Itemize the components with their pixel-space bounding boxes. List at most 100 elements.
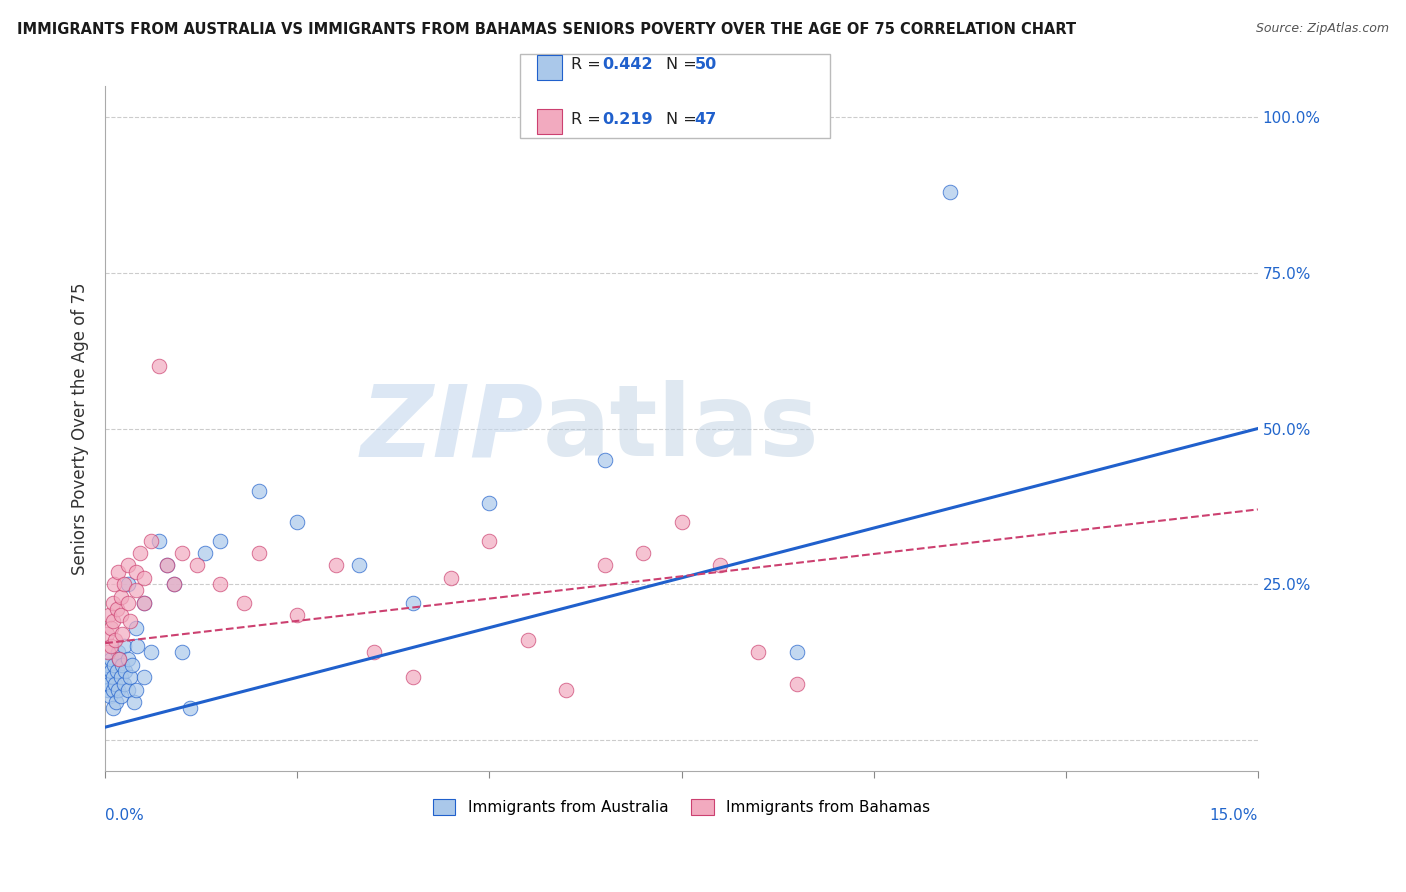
Text: R =: R =: [571, 57, 606, 72]
Point: [97, 657, 120, 672]
Point: [107, 682, 129, 697]
Point: [671, 515, 693, 529]
Point: [516, 633, 538, 648]
Point: [117, 596, 139, 610]
Text: 15.0%: 15.0%: [1209, 808, 1258, 823]
Y-axis label: Seniors Poverty Over the Age of 75: Seniors Poverty Over the Age of 75: [72, 282, 89, 574]
Point: [285, 515, 308, 529]
Text: IMMIGRANTS FROM AUSTRALIA VS IMMIGRANTS FROM BAHAMAS SENIORS POVERTY OVER THE AG: IMMIGRANTS FROM AUSTRALIA VS IMMIGRANTS …: [17, 22, 1076, 37]
Point: [101, 670, 124, 684]
Point: [363, 646, 385, 660]
Point: [112, 577, 135, 591]
Point: [117, 651, 139, 665]
Point: [209, 533, 232, 548]
Point: [100, 651, 122, 665]
Point: [285, 608, 308, 623]
Point: [132, 571, 155, 585]
Point: [105, 664, 128, 678]
Point: [112, 676, 135, 690]
Point: [127, 640, 149, 654]
Point: [325, 558, 347, 573]
Point: [156, 558, 179, 573]
Point: [108, 651, 131, 665]
Point: [401, 596, 423, 610]
Text: 50: 50: [695, 57, 717, 72]
Point: [96, 670, 118, 684]
Point: [111, 627, 134, 641]
Point: [478, 496, 501, 510]
Point: [111, 657, 134, 672]
Point: [112, 640, 135, 654]
Point: [118, 670, 141, 684]
Point: [194, 546, 217, 560]
Point: [101, 682, 124, 697]
Point: [786, 676, 808, 690]
Point: [110, 670, 132, 684]
Point: [141, 646, 163, 660]
Point: [118, 615, 141, 629]
Point: [170, 546, 193, 560]
Point: [117, 558, 139, 573]
Point: [939, 185, 962, 199]
Point: [98, 676, 121, 690]
Point: [786, 646, 808, 660]
Point: [125, 583, 148, 598]
Point: [128, 546, 150, 560]
Point: [132, 670, 155, 684]
Point: [593, 558, 616, 573]
Point: [96, 627, 118, 641]
Point: [100, 664, 122, 678]
Point: [97, 646, 120, 660]
Point: [347, 558, 370, 573]
Legend: Immigrants from Australia, Immigrants from Bahamas: Immigrants from Australia, Immigrants fr…: [426, 793, 936, 822]
Point: [141, 533, 163, 548]
Point: [110, 608, 132, 623]
Point: [209, 577, 232, 591]
Point: [107, 565, 129, 579]
Point: [170, 646, 193, 660]
Point: [401, 670, 423, 684]
Point: [148, 533, 170, 548]
Point: [117, 577, 139, 591]
Point: [98, 689, 121, 703]
Point: [747, 646, 769, 660]
Point: [125, 621, 148, 635]
Point: [478, 533, 501, 548]
Text: 47: 47: [695, 112, 717, 127]
Point: [110, 590, 132, 604]
Point: [105, 602, 128, 616]
Text: 0.442: 0.442: [602, 57, 652, 72]
Point: [247, 546, 270, 560]
Point: [110, 689, 132, 703]
Point: [103, 577, 125, 591]
Point: [100, 621, 122, 635]
Point: [186, 558, 208, 573]
Text: R =: R =: [571, 112, 606, 127]
Point: [593, 452, 616, 467]
Point: [132, 596, 155, 610]
Point: [148, 359, 170, 374]
Point: [163, 577, 186, 591]
Point: [156, 558, 179, 573]
Text: 0.0%: 0.0%: [105, 808, 143, 823]
Point: [98, 608, 121, 623]
Point: [232, 596, 254, 610]
Point: [163, 577, 186, 591]
Point: [247, 483, 270, 498]
Text: N =: N =: [666, 57, 703, 72]
Point: [101, 701, 124, 715]
Point: [121, 657, 143, 672]
Text: atlas: atlas: [543, 380, 820, 477]
Point: [124, 695, 146, 709]
Point: [101, 596, 124, 610]
Point: [117, 682, 139, 697]
Text: Source: ZipAtlas.com: Source: ZipAtlas.com: [1256, 22, 1389, 36]
Point: [114, 664, 136, 678]
Point: [125, 565, 148, 579]
Point: [100, 640, 122, 654]
Point: [709, 558, 731, 573]
Point: [96, 682, 118, 697]
Point: [107, 646, 129, 660]
Point: [132, 596, 155, 610]
Point: [104, 695, 127, 709]
